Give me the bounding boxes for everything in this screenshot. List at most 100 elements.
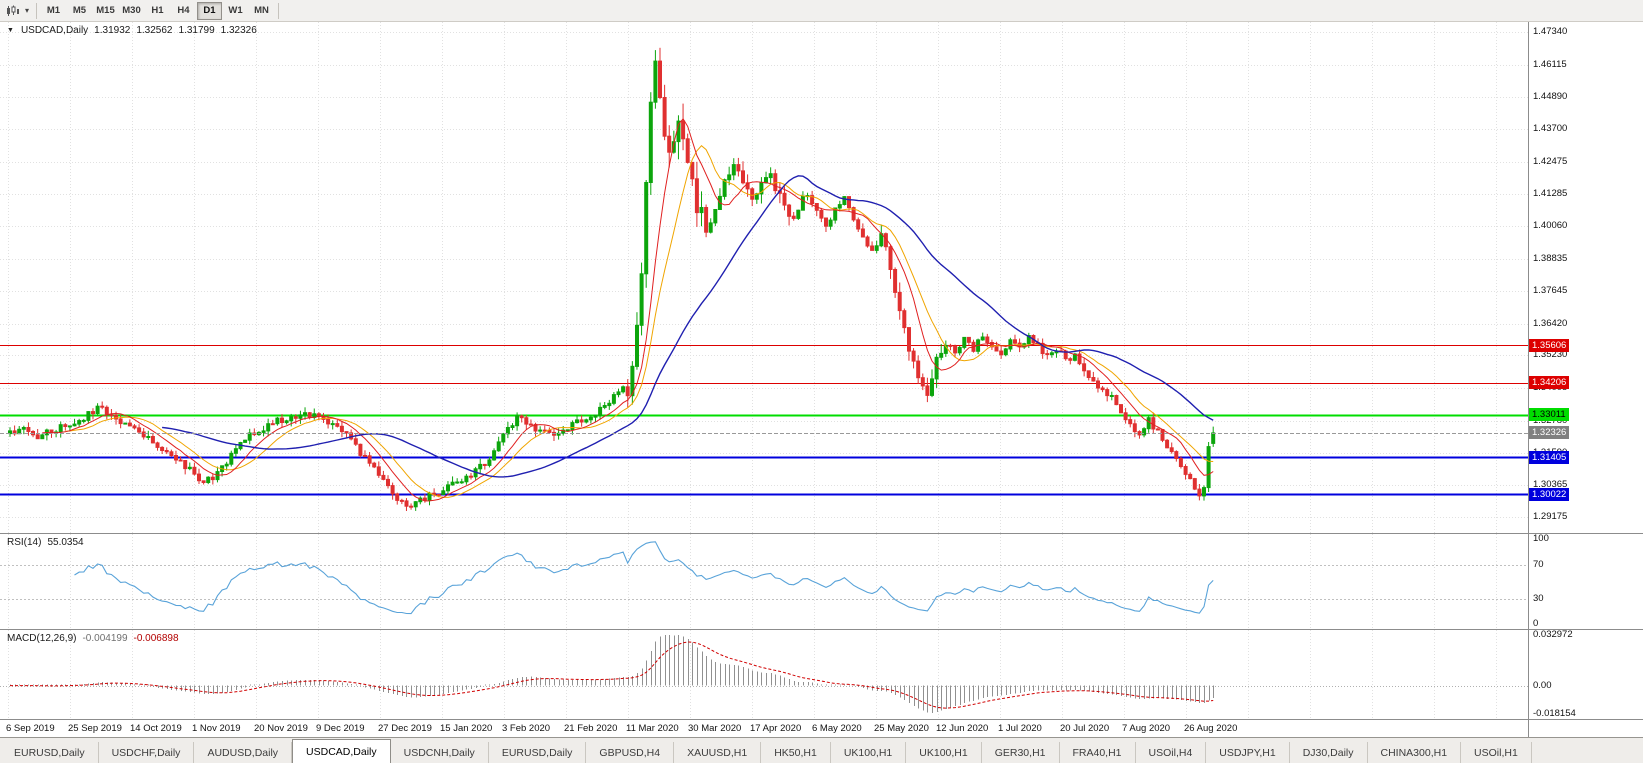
price-chart-panel[interactable]: ▼ USDCAD,Daily 1.31932 1.32562 1.31799 1…	[0, 22, 1643, 533]
timeframe-button-mn[interactable]: MN	[249, 2, 274, 20]
rsi-title: RSI(14) 55.0354	[7, 537, 84, 548]
price-chart-svg[interactable]	[0, 22, 1643, 533]
symbol-period-label: USDCAD,Daily	[20, 25, 89, 36]
chart-tab-xauusd-h1-7[interactable]: XAUUSD,H1	[674, 742, 762, 763]
chart-tab-usdcad-daily-3[interactable]: USDCAD,Daily	[292, 739, 391, 763]
rsi-svg[interactable]	[0, 534, 1643, 629]
chart-tab-usdchf-daily-1[interactable]: USDCHF,Daily	[99, 742, 195, 763]
timeframe-button-m30[interactable]: M30	[119, 2, 144, 20]
timeframe-buttons: M1 M5 M15 M30 H1 H4 D1 W1 MN	[41, 1, 274, 20]
scale-label: 100	[1533, 533, 1549, 544]
macd-main-value: -0.004199	[82, 633, 128, 644]
chart-tab-china300-h1-16[interactable]: CHINA300,H1	[1368, 742, 1462, 763]
macd-svg[interactable]	[0, 630, 1643, 719]
candles	[8, 47, 1216, 511]
chart-tab-eurusd-daily-0[interactable]: EURUSD,Daily	[1, 742, 99, 763]
time-scale[interactable]: 6 Sep 2019 25 Sep 2019 14 Oct 2019 1 Nov 20…	[0, 719, 1643, 737]
scale-label: 70	[1533, 558, 1544, 570]
price-tag: 1.31405	[1529, 451, 1570, 464]
price-scale-label: 1.30365	[1533, 479, 1568, 491]
macd-title: MACD(12,26,9) -0.004199 -0.006898	[7, 633, 179, 644]
price-scale-label: 1.40060	[1533, 220, 1568, 232]
price-scale-label: 1.42475	[1533, 155, 1568, 167]
rsi-value: 55.0354	[47, 537, 84, 548]
horizontal-grid	[0, 32, 1528, 518]
macd-label: MACD(12,26,9)	[7, 633, 77, 644]
scale-label: -0.018154	[1533, 708, 1576, 719]
ma-8-line	[42, 117, 1214, 502]
scale-label: 0.00	[1533, 679, 1552, 691]
timeframe-toolbar: ▾ M1 M5 M15 M30 H1 H4 D1 W1 MN	[0, 0, 1643, 22]
horizontal-level-lines[interactable]	[0, 345, 1528, 496]
date-label: 14 Oct 2019	[130, 723, 182, 734]
date-label: 6 May 2020	[812, 723, 862, 734]
scale-edge-divider	[1528, 720, 1529, 737]
macd-signal-line	[10, 641, 1214, 709]
toolbar-separator	[278, 2, 279, 19]
chart-tab-usdjpy-h1-14[interactable]: USDJPY,H1	[1206, 742, 1290, 763]
timeframe-button-h4[interactable]: H4	[171, 2, 196, 20]
date-label: 15 Jan 2020	[440, 723, 493, 734]
chart-tab-usdcnh-daily-4[interactable]: USDCNH,Daily	[391, 742, 489, 763]
vertical-grid	[8, 630, 1497, 719]
date-label: 25 Sep 2019	[68, 723, 122, 734]
rsi-line	[74, 541, 1214, 615]
date-label: 25 May 2020	[874, 723, 929, 734]
rsi-indicator-panel[interactable]: RSI(14) 55.0354 100 70 30 0	[0, 533, 1643, 629]
date-label: 20 Jul 2020	[1060, 723, 1110, 734]
timeframe-button-d1[interactable]: D1	[197, 1, 222, 20]
timeframe-button-w1[interactable]: W1	[223, 2, 248, 20]
price-scale-label: 1.43700	[1533, 123, 1568, 135]
price-tag: 1.32326	[1529, 426, 1570, 440]
chart-tab-ger30-h1-11[interactable]: GER30,H1	[982, 742, 1060, 763]
date-label: 7 Aug 2020	[1122, 723, 1171, 734]
price-scale-label: 1.44890	[1533, 91, 1568, 103]
chart-style-caret-icon[interactable]: ▾	[24, 5, 29, 15]
close-value: 1.32326	[220, 25, 257, 36]
chart-tab-uk100-h1-9[interactable]: UK100,H1	[831, 742, 907, 763]
chart-tab-usoil-h1-17[interactable]: USOil,H1	[1461, 742, 1532, 763]
chart-tab-uk100-h1-10[interactable]: UK100,H1	[906, 742, 982, 763]
high-value: 1.32562	[136, 25, 173, 36]
open-value: 1.31932	[94, 25, 131, 36]
vertical-grid	[8, 534, 1497, 629]
price-scale-label: 1.35230	[1533, 349, 1568, 361]
price-tag: 1.34206	[1529, 376, 1570, 390]
date-label: 30 Mar 2020	[688, 723, 742, 734]
chart-tab-fra40-h1-12[interactable]: FRA40,H1	[1060, 742, 1136, 763]
date-label: 27 Dec 2019	[378, 723, 432, 734]
rsi-label: RSI(14)	[7, 537, 42, 548]
scale-label: 0	[1533, 618, 1539, 629]
timeframe-button-h1[interactable]: H1	[145, 2, 170, 20]
price-scale-label: 1.36420	[1533, 317, 1568, 329]
chart-tab-hk50-h1-8[interactable]: HK50,H1	[761, 742, 831, 763]
chart-tab-gbpusd-h4-6[interactable]: GBPUSD,H4	[586, 742, 675, 763]
ma-13-line	[65, 145, 1214, 498]
date-label: 26 Aug 2020	[1184, 723, 1238, 734]
macd-signal-value: -0.006898	[133, 633, 179, 644]
toolbar-separator	[36, 2, 37, 19]
chart-tab-dj30-daily-15[interactable]: DJ30,Daily	[1290, 742, 1368, 763]
date-label: 1 Jul 2020	[998, 723, 1042, 734]
macd-indicator-panel[interactable]: MACD(12,26,9) -0.004199 -0.006898 0.0329…	[0, 629, 1643, 719]
vertical-grid	[8, 22, 1497, 533]
timeframe-button-m1[interactable]: M1	[41, 2, 66, 20]
timeframe-button-m5[interactable]: M5	[67, 2, 92, 20]
price-tag: 1.35606	[1529, 338, 1570, 352]
chart-title: ▼ USDCAD,Daily 1.31932 1.32562 1.31799 1…	[7, 25, 257, 36]
date-label: 17 Apr 2020	[750, 723, 802, 734]
chart-tab-eurusd-daily-5[interactable]: EURUSD,Daily	[489, 742, 587, 763]
low-value: 1.31799	[178, 25, 215, 36]
chart-style-icon[interactable]	[4, 2, 22, 20]
date-label: 1 Nov 2019	[192, 723, 241, 734]
price-tag: 1.33011	[1529, 408, 1569, 422]
date-label: 9 Dec 2019	[316, 723, 365, 734]
chart-tab-usoil-h4-13[interactable]: USOil,H4	[1136, 742, 1207, 763]
candlestick-glyph	[7, 5, 19, 16]
chart-tab-audusd-daily-2[interactable]: AUDUSD,Daily	[194, 742, 293, 763]
timeframe-button-m15[interactable]: M15	[93, 2, 118, 20]
collapse-triangle-icon[interactable]: ▼	[7, 27, 14, 34]
date-label: 12 Jun 2020	[936, 723, 989, 734]
scale-label: 0.032972	[1533, 629, 1573, 640]
